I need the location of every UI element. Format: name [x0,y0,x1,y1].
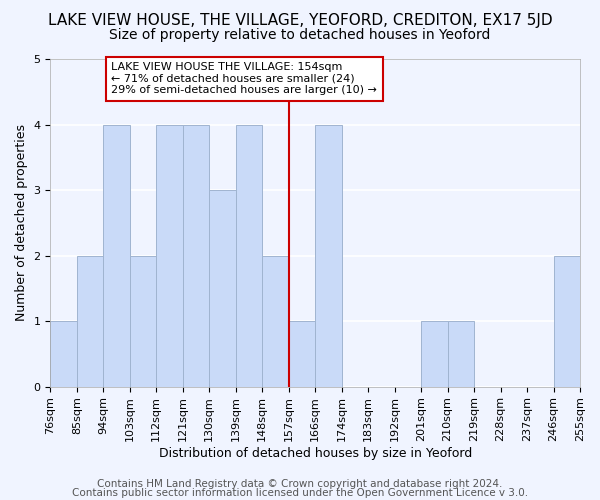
Bar [50,321,77,386]
Bar [183,124,209,386]
Bar [157,124,183,386]
Bar [209,190,236,386]
Text: Contains HM Land Registry data © Crown copyright and database right 2024.: Contains HM Land Registry data © Crown c… [97,479,503,489]
Bar [236,124,262,386]
Bar [315,124,341,386]
X-axis label: Distribution of detached houses by size in Yeoford: Distribution of detached houses by size … [158,447,472,460]
Text: LAKE VIEW HOUSE, THE VILLAGE, YEOFORD, CREDITON, EX17 5JD: LAKE VIEW HOUSE, THE VILLAGE, YEOFORD, C… [47,12,553,28]
Y-axis label: Number of detached properties: Number of detached properties [15,124,28,322]
Bar [130,256,157,386]
Text: Contains public sector information licensed under the Open Government Licence v : Contains public sector information licen… [72,488,528,498]
Bar [262,256,289,386]
Bar [103,124,130,386]
Bar [448,321,474,386]
Bar [421,321,448,386]
Bar [554,256,580,386]
Text: Size of property relative to detached houses in Yeoford: Size of property relative to detached ho… [109,28,491,42]
Bar [77,256,103,386]
Text: LAKE VIEW HOUSE THE VILLAGE: 154sqm
← 71% of detached houses are smaller (24)
29: LAKE VIEW HOUSE THE VILLAGE: 154sqm ← 71… [112,62,377,96]
Bar [289,321,315,386]
